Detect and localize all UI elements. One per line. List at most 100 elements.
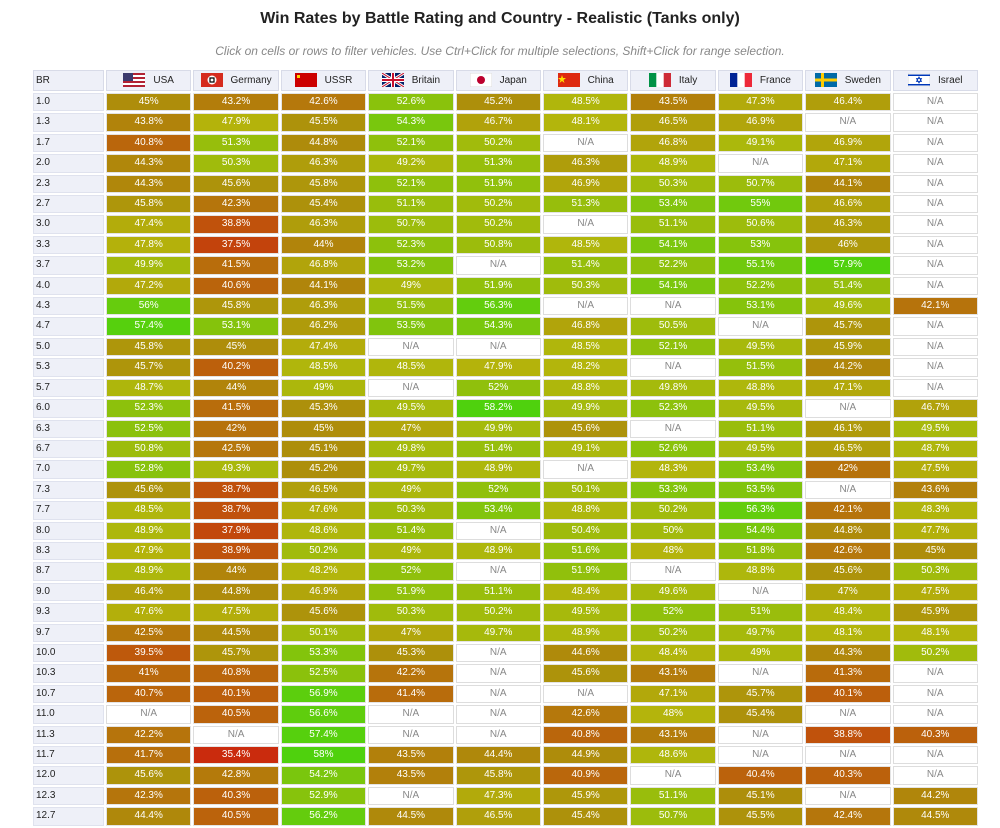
win-rate-cell[interactable]: 52.1% (368, 174, 454, 194)
win-rate-cell[interactable]: 37.9% (193, 521, 279, 540)
win-rate-cell[interactable]: 48.3% (892, 501, 978, 520)
win-rate-cell[interactable]: N/A (805, 113, 891, 132)
win-rate-cell[interactable]: 56.9% (280, 684, 367, 704)
br-row[interactable]: 11.7 41.7% 35.4% 58% 43.5% 44.4% 44.9% 48.6% N/A… (33, 746, 978, 765)
win-rate-cell[interactable]: 50.2% (892, 643, 978, 663)
win-rate-cell[interactable]: 50.1% (542, 480, 629, 500)
win-rate-cell[interactable]: 46.5% (805, 439, 891, 459)
win-rate-cell[interactable]: 46.7% (892, 399, 978, 418)
br-cell[interactable]: 5.0 (33, 337, 104, 357)
win-rate-cell[interactable]: 43.5% (630, 93, 716, 112)
win-rate-cell[interactable]: 44.1% (280, 276, 367, 296)
win-rate-cell[interactable]: 51.4% (368, 521, 454, 540)
win-rate-cell[interactable]: 41.4% (368, 684, 454, 704)
br-row[interactable]: 5.0 45.8% 45% 47.4% N/A N/A 48.5% 52.1% 49.5% 45.… (33, 337, 978, 357)
win-rate-cell[interactable]: 45.4% (542, 807, 629, 826)
win-rate-cell[interactable]: 50.1% (280, 623, 367, 642)
win-rate-cell[interactable]: 53.1% (717, 297, 804, 316)
win-rate-cell[interactable]: 47% (368, 623, 454, 642)
win-rate-cell[interactable]: 45% (193, 337, 279, 357)
win-rate-cell[interactable]: N/A (892, 276, 978, 296)
win-rate-cell[interactable]: 48% (630, 705, 716, 724)
win-rate-cell[interactable]: 48.9% (455, 541, 541, 561)
country-header[interactable]: Israel (892, 70, 978, 91)
win-rate-cell[interactable]: N/A (368, 337, 454, 357)
win-rate-cell[interactable]: 45.7% (805, 317, 891, 336)
win-rate-cell[interactable]: N/A (805, 786, 891, 806)
win-rate-cell[interactable]: 58.2% (455, 399, 541, 418)
win-rate-cell[interactable]: 48.1% (542, 113, 629, 132)
win-rate-cell[interactable]: 52.2% (630, 256, 716, 275)
win-rate-cell[interactable]: 43.1% (630, 725, 716, 744)
win-rate-cell[interactable]: 44.8% (805, 521, 891, 540)
win-rate-cell[interactable]: 38.7% (193, 501, 279, 520)
br-row[interactable]: 3.3 47.8% 37.5% 44% 52.3% 50.8% 48.5% 54.1% 53% 4… (33, 235, 978, 255)
win-rate-cell[interactable]: 50.6% (717, 215, 804, 234)
br-row[interactable]: 2.7 45.8% 42.3% 45.4% 51.1% 50.2% 51.3% 53.4% 55… (33, 195, 978, 214)
win-rate-cell[interactable]: 47.1% (805, 378, 891, 398)
win-rate-cell[interactable]: 44.4% (455, 746, 541, 765)
win-rate-cell[interactable]: 45.6% (106, 480, 192, 500)
win-rate-cell[interactable]: N/A (542, 460, 629, 479)
br-row[interactable]: 8.3 47.9% 38.9% 50.2% 49% 48.9% 51.6% 48% 51.8% 4… (33, 541, 978, 561)
win-rate-cell[interactable]: 50.5% (630, 317, 716, 336)
win-rate-cell[interactable]: 49.5% (368, 399, 454, 418)
win-rate-cell[interactable]: 45.9% (805, 337, 891, 357)
win-rate-cell[interactable]: 48.9% (630, 154, 716, 173)
win-rate-cell[interactable]: 48.5% (106, 501, 192, 520)
win-rate-cell[interactable]: 49.5% (542, 603, 629, 622)
win-rate-cell[interactable]: 56.3% (455, 297, 541, 316)
win-rate-cell[interactable]: N/A (892, 195, 978, 214)
win-rate-cell[interactable]: N/A (455, 643, 541, 663)
win-rate-cell[interactable]: 45.7% (106, 358, 192, 377)
win-rate-cell[interactable]: 46.9% (805, 133, 891, 153)
win-rate-cell[interactable]: 54.1% (630, 235, 716, 255)
win-rate-cell[interactable]: 47.5% (892, 582, 978, 602)
win-rate-cell[interactable]: N/A (542, 684, 629, 704)
win-rate-cell[interactable]: 54.2% (280, 766, 367, 785)
win-rate-cell[interactable]: N/A (892, 746, 978, 765)
win-rate-cell[interactable]: 46.1% (805, 419, 891, 438)
win-rate-cell[interactable]: 48.5% (542, 337, 629, 357)
br-row[interactable]: 5.3 45.7% 40.2% 48.5% 48.5% 47.9% 48.2% N/A 51.5… (33, 358, 978, 377)
br-row[interactable]: 12.0 45.6% 42.8% 54.2% 43.5% 45.8% 40.9% N/A 40.… (33, 766, 978, 785)
win-rate-cell[interactable]: 42.5% (106, 623, 192, 642)
win-rate-cell[interactable]: 44.4% (106, 807, 192, 826)
win-rate-cell[interactable]: 50.7% (717, 174, 804, 194)
win-rate-cell[interactable]: 53% (717, 235, 804, 255)
win-rate-cell[interactable]: 57.4% (106, 317, 192, 336)
win-rate-cell[interactable]: N/A (368, 786, 454, 806)
win-rate-cell[interactable]: 46.3% (542, 154, 629, 173)
win-rate-cell[interactable]: 46% (805, 235, 891, 255)
country-header[interactable]: France (717, 70, 804, 91)
win-rate-cell[interactable]: N/A (892, 766, 978, 785)
win-rate-cell[interactable]: 56.3% (717, 501, 804, 520)
win-rate-cell[interactable]: 48.1% (805, 623, 891, 642)
win-rate-cell[interactable]: 49.8% (368, 439, 454, 459)
win-rate-cell[interactable]: 45.2% (280, 460, 367, 479)
win-rate-cell[interactable]: 48% (630, 541, 716, 561)
win-rate-cell[interactable]: N/A (455, 664, 541, 683)
win-rate-cell[interactable]: N/A (892, 215, 978, 234)
win-rate-cell[interactable]: 48.4% (630, 643, 716, 663)
win-rate-cell[interactable]: 40.7% (106, 684, 192, 704)
br-cell[interactable]: 10.0 (33, 643, 104, 663)
br-row[interactable]: 3.0 47.4% 38.8% 46.3% 50.7% 50.2% N/A 51.1% 50.6… (33, 215, 978, 234)
win-rate-cell[interactable]: 48.7% (106, 378, 192, 398)
win-rate-cell[interactable]: N/A (892, 317, 978, 336)
win-rate-cell[interactable]: 48.8% (542, 378, 629, 398)
win-rate-cell[interactable]: 52.3% (368, 235, 454, 255)
win-rate-cell[interactable]: 48.6% (280, 521, 367, 540)
win-rate-cell[interactable]: N/A (193, 725, 279, 744)
win-rate-cell[interactable]: 47.6% (280, 501, 367, 520)
br-cell[interactable]: 2.3 (33, 174, 104, 194)
win-rate-cell[interactable]: 42% (193, 419, 279, 438)
br-cell[interactable]: 12.3 (33, 786, 104, 806)
br-cell[interactable]: 9.3 (33, 603, 104, 622)
win-rate-cell[interactable]: 46.8% (542, 317, 629, 336)
win-rate-cell[interactable]: 48.3% (630, 460, 716, 479)
br-cell[interactable]: 8.7 (33, 562, 104, 581)
win-rate-cell[interactable]: 45.1% (280, 439, 367, 459)
win-rate-cell[interactable]: 44.8% (193, 582, 279, 602)
win-rate-cell[interactable]: N/A (368, 725, 454, 744)
